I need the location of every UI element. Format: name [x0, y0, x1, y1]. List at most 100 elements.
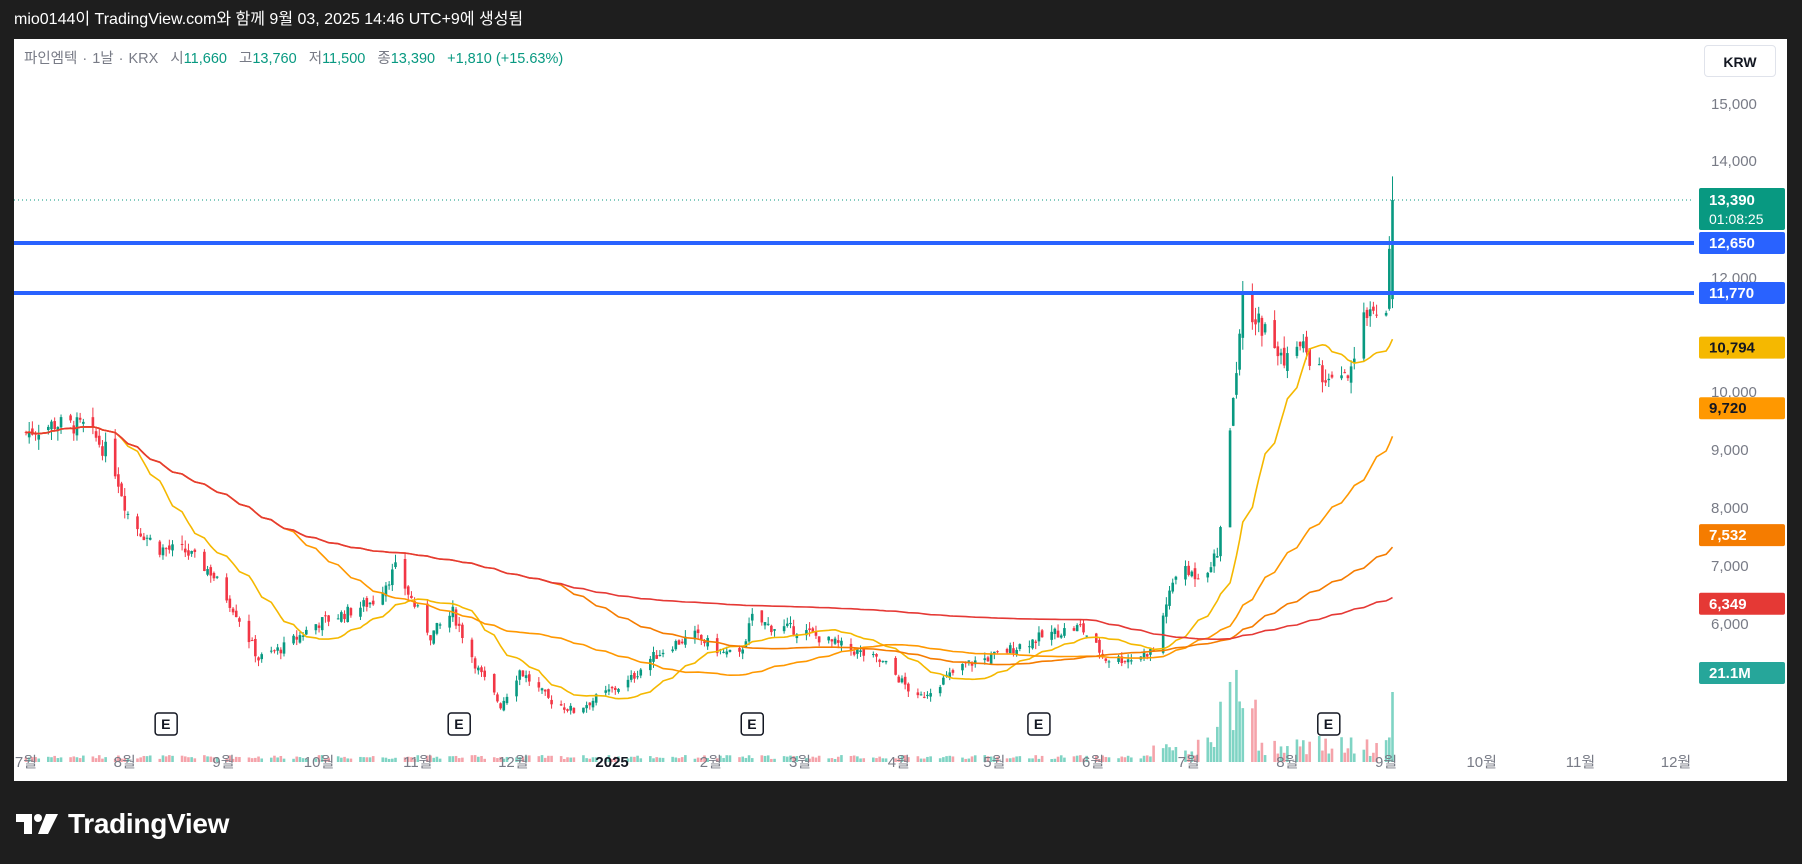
volume-bar — [926, 756, 929, 762]
volume-bar — [922, 758, 926, 762]
candle-body — [1286, 353, 1289, 371]
candle-body — [247, 620, 251, 643]
currency-button[interactable]: KRW — [1704, 45, 1776, 77]
candle-body — [840, 640, 843, 646]
candle-body — [693, 630, 697, 640]
candle-body — [805, 630, 808, 636]
candle-body — [203, 551, 206, 571]
volume-bar — [792, 755, 795, 762]
candle-body — [543, 689, 547, 692]
volume-bar — [1139, 758, 1143, 762]
price-tag-bg — [1699, 397, 1785, 420]
candle-body — [1238, 333, 1241, 370]
volume-bar — [394, 757, 397, 762]
chart-panel[interactable]: 15,000 14,000 12,000 10,000 9,000 8,000 7,000 6… — [14, 39, 1787, 781]
volume-bar — [973, 755, 977, 762]
candle-body — [811, 628, 815, 633]
volume-bar — [983, 755, 987, 762]
volume-bar — [158, 758, 162, 762]
candle-body — [760, 610, 764, 623]
volume-bar — [1008, 758, 1012, 762]
volume-bar — [671, 756, 674, 762]
candle-body — [365, 598, 369, 607]
candle-body — [1005, 648, 1009, 653]
candle-body — [480, 667, 483, 673]
candle-body — [725, 651, 729, 655]
volume-bar — [591, 757, 595, 762]
candle-body — [432, 630, 436, 644]
candle-body — [859, 650, 862, 652]
volume-bar — [677, 758, 681, 762]
candle-body — [728, 649, 732, 652]
volume-bar — [142, 755, 146, 762]
candle-body — [1008, 645, 1012, 654]
volume-bar — [1251, 708, 1254, 762]
candle-body — [75, 417, 79, 436]
candle-body — [298, 635, 302, 643]
volume-bar — [805, 757, 808, 762]
candle-body — [499, 703, 502, 709]
volume-bar — [878, 756, 881, 762]
candle-body — [540, 688, 544, 691]
volume-bar — [725, 755, 729, 762]
volume-bar — [46, 756, 50, 762]
volume-bar — [989, 756, 993, 762]
candle-body — [327, 615, 330, 622]
candle-body — [1196, 578, 1200, 580]
candle-body — [862, 648, 866, 656]
candle-body — [897, 676, 901, 683]
volume-bar — [470, 755, 474, 762]
volume-bar — [1352, 753, 1356, 762]
volume-bar — [961, 757, 964, 762]
volume-bar — [1263, 755, 1267, 762]
volume-bar — [945, 756, 948, 762]
candle-body — [1273, 320, 1276, 349]
volume-bar — [811, 756, 815, 762]
legend-symbol[interactable]: 파인엠텍 — [24, 51, 78, 67]
volume-bar — [655, 757, 658, 762]
volume-bar — [766, 755, 770, 762]
volume-bar — [1034, 755, 1038, 762]
volume-bar — [257, 756, 260, 762]
volume-bar — [649, 756, 652, 762]
volume-bar — [1282, 752, 1286, 762]
volume-bar — [1184, 750, 1187, 762]
earnings-marker-text: E — [454, 716, 463, 732]
volume-bar — [1388, 737, 1391, 762]
price-tick-label: 10,000 — [1711, 384, 1757, 401]
time-tick-label: 4월 — [888, 754, 910, 771]
volume-bar — [919, 758, 923, 762]
volume-bar — [1056, 756, 1060, 762]
candle-body — [1104, 658, 1108, 661]
volume-bar — [1302, 740, 1305, 762]
volume-bar — [770, 758, 773, 762]
volume-bar — [82, 755, 85, 762]
price-tag-text: 6,349 — [1709, 596, 1747, 613]
volume-bar — [1349, 737, 1353, 762]
volume-bar — [604, 758, 608, 762]
candle-body — [1107, 661, 1111, 663]
candle-body — [1120, 656, 1124, 664]
volume-bar — [273, 755, 276, 762]
volume-bar — [190, 757, 193, 762]
volume-bar — [403, 757, 407, 762]
candle-body — [470, 639, 474, 658]
volume-bar — [728, 755, 732, 762]
volume-bar — [1123, 757, 1127, 762]
volume-bar — [859, 758, 862, 762]
candle-body — [1263, 324, 1267, 333]
candle-body — [171, 544, 174, 551]
candle-body — [1209, 567, 1213, 572]
volume-bar — [59, 757, 63, 762]
volume-bar — [610, 758, 614, 762]
candle-body — [1098, 639, 1101, 653]
time-tick-label: 5월 — [983, 754, 1005, 771]
candle-body — [1349, 366, 1353, 383]
candle-body — [1375, 314, 1378, 316]
price-tag-bg — [1699, 282, 1785, 304]
price-chart[interactable]: 15,00014,00012,00010,0009,0008,0007,0006… — [14, 39, 1787, 781]
volume-bar — [126, 758, 130, 762]
price-tick-label: 6,000 — [1711, 616, 1749, 633]
volume-bar — [967, 758, 971, 762]
legend-interval[interactable]: 1날 — [92, 51, 114, 67]
